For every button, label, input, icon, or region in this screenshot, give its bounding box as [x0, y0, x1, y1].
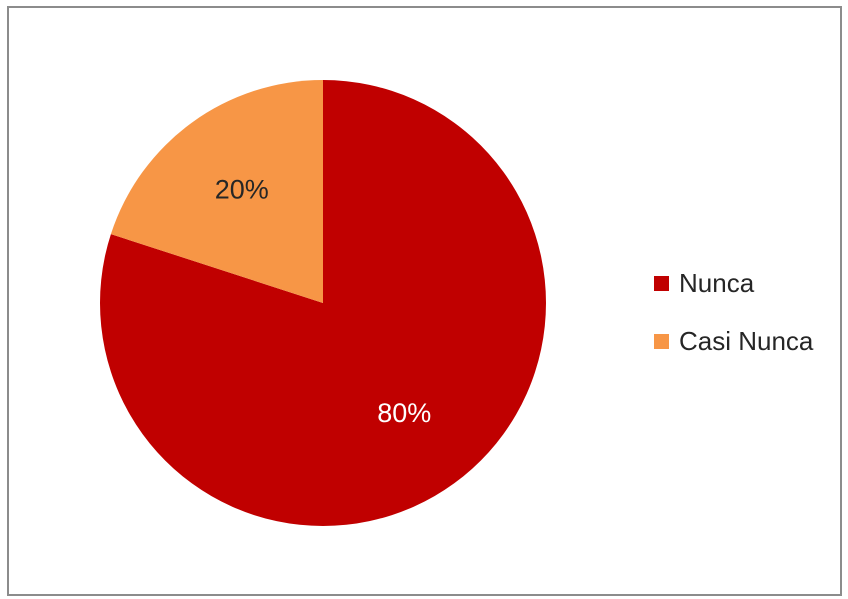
legend-swatch-nunca: [654, 275, 669, 291]
legend-swatch-casi-nunca: [654, 333, 669, 349]
legend-item-casi-nunca: Casi Nunca: [654, 312, 813, 370]
legend-label-casi-nunca: Casi Nunca: [679, 325, 814, 356]
pie-slice-casi-nunca: [110, 80, 323, 303]
data-label-casi-nunca: 20%: [215, 174, 269, 204]
legend-label-nunca: Nunca: [679, 267, 755, 298]
legend-item-nunca: Nunca: [654, 254, 813, 312]
pie-data-labels: 80% 20%: [215, 174, 432, 428]
data-label-nunca: 80%: [377, 398, 431, 428]
pie-slices: [100, 80, 546, 526]
legend: Nunca Casi Nunca: [654, 254, 813, 370]
